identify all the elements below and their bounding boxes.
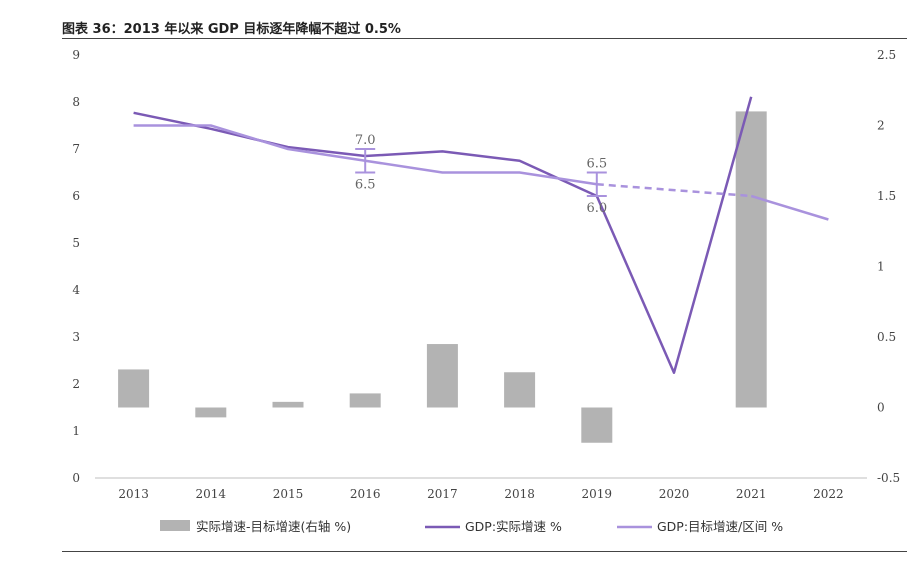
legend-label-actual: GDP:实际增速 %	[465, 519, 562, 534]
left-axis-tick-label: 0	[72, 471, 80, 485]
range-marker-high-label: 6.5	[586, 157, 607, 172]
left-axis-tick-label: 1	[72, 424, 80, 438]
x-axis-tick-label: 2019	[582, 487, 613, 501]
left-axis-tick-label: 3	[72, 330, 80, 344]
bar	[581, 407, 613, 443]
left-axis-tick-label: 6	[72, 189, 80, 203]
right-axis-tick-label: 0	[877, 401, 885, 415]
left-axis-tick-label: 5	[72, 236, 80, 250]
right-axis-tick-label: 1.5	[877, 189, 896, 203]
legend-label-target: GDP:目标增速/区间 %	[657, 519, 783, 534]
range-marker-high-label: 7.0	[355, 133, 376, 148]
title-rule	[62, 38, 907, 39]
x-axis-tick-label: 2020	[659, 487, 690, 501]
bar	[504, 372, 536, 408]
line-actual-growth	[133, 96, 753, 374]
x-axis-tick-label: 2021	[736, 487, 767, 501]
bottom-rule	[62, 551, 907, 552]
bar-series	[118, 111, 767, 443]
left-axis-tick-label: 8	[72, 95, 80, 109]
right-axis-tick-label: 2	[877, 119, 885, 133]
bar	[349, 393, 381, 408]
x-axis-tick-label: 2016	[350, 487, 381, 501]
axes: 0 1 2 3 4 5 6 7 8 9 -0.5 0 0.5 1 1.5 2 2.5 2013 2014 2015 20…	[72, 48, 900, 501]
legend-swatch-bar	[160, 520, 190, 531]
line-target-growth-tail	[750, 194, 829, 221]
right-axis-tick-label: -0.5	[877, 471, 900, 485]
range-marker-low-label: 6.0	[586, 201, 607, 216]
right-axis-tick-label: 1	[877, 260, 885, 274]
left-axis-tick-label: 7	[72, 142, 80, 156]
x-axis-tick-label: 2013	[118, 487, 149, 501]
left-axis-tick-label: 9	[72, 48, 80, 62]
range-marker-low-label: 6.5	[355, 178, 376, 193]
right-axis-tick-label: 2.5	[877, 48, 896, 62]
bar	[195, 407, 227, 418]
range-markers: 7.0 6.5 6.5 6.0	[355, 133, 607, 216]
bar	[735, 111, 767, 408]
x-axis-tick-label: 2022	[813, 487, 844, 501]
bar	[426, 344, 458, 408]
chart-title: 图表 36：2013 年以来 GDP 目标逐年降幅不超过 0.5%	[62, 22, 401, 37]
line-series	[133, 96, 829, 374]
legend-label-bar: 实际增速-目标增速(右轴 %)	[196, 519, 351, 534]
line-target-growth-dashed	[596, 183, 752, 198]
legend: 实际增速-目标增速(右轴 %) GDP:实际增速 % GDP:目标增速/区间 %	[160, 519, 783, 534]
bar	[118, 369, 150, 408]
x-axis-tick-label: 2015	[273, 487, 304, 501]
left-axis-tick-label: 2	[72, 377, 80, 391]
right-axis-tick-label: 0.5	[877, 330, 896, 344]
x-axis-tick-label: 2017	[427, 487, 458, 501]
x-axis-tick-label: 2018	[504, 487, 535, 501]
x-axis-tick-label: 2014	[196, 487, 227, 501]
left-axis-tick-label: 4	[72, 283, 80, 297]
bar	[272, 401, 304, 408]
